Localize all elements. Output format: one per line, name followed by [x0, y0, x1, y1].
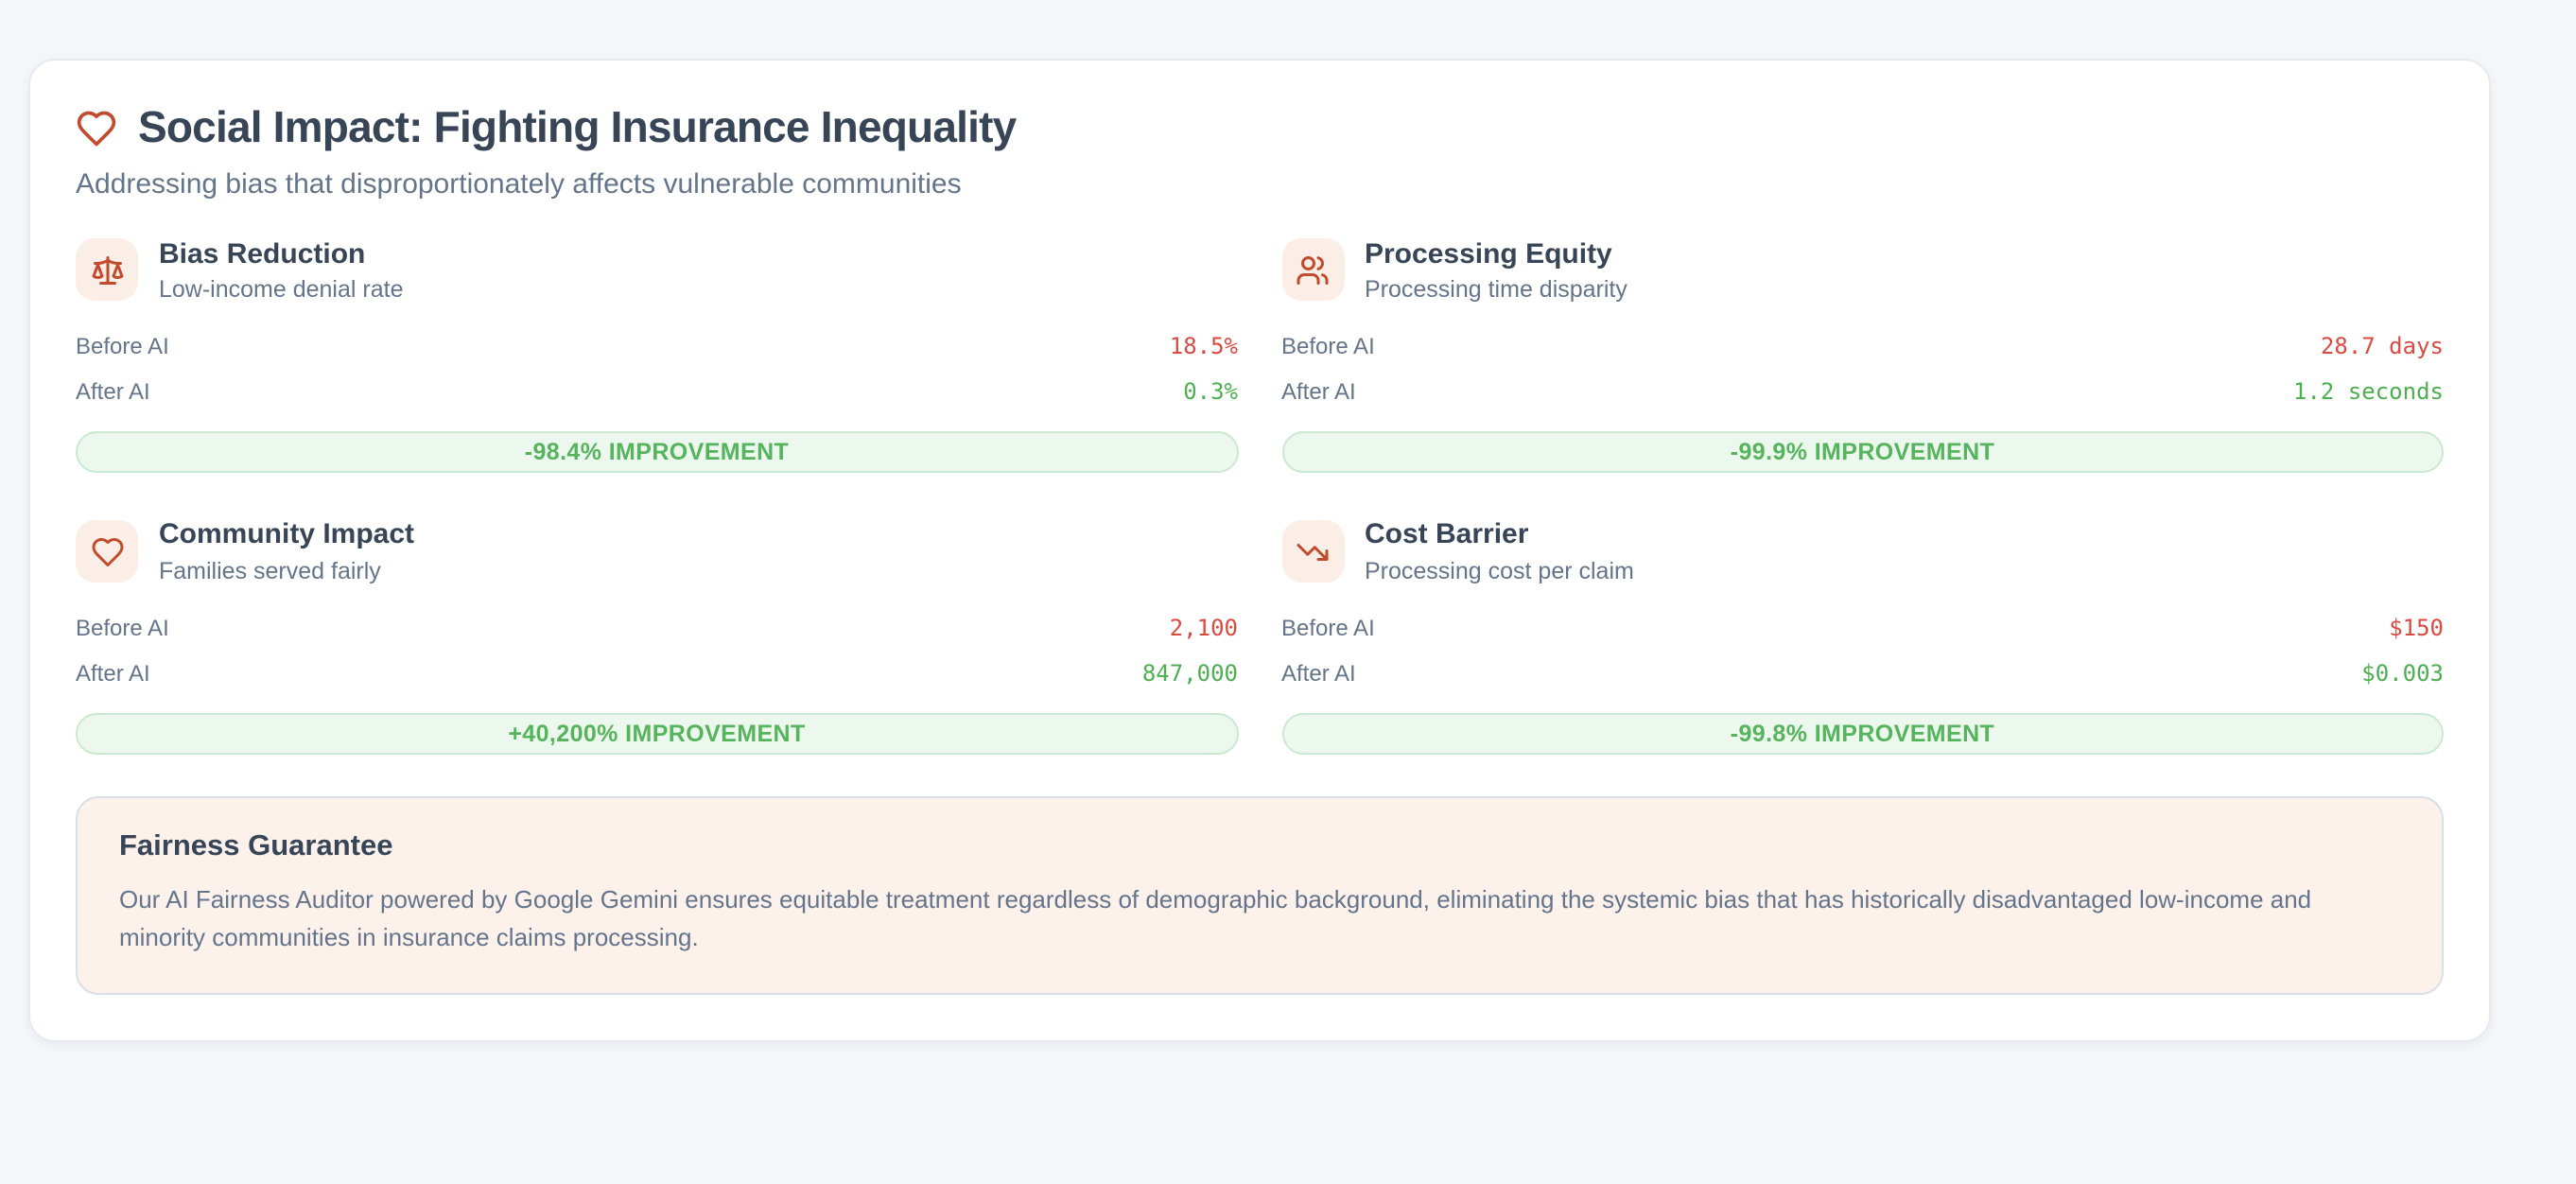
metric-subtitle: Processing cost per claim — [1365, 558, 1634, 585]
improvement-badge: -99.8% IMPROVEMENT — [1281, 713, 2444, 756]
after-ai-label: After AI — [1281, 378, 1356, 406]
before-ai-row: Before AI $150 — [1281, 605, 2444, 651]
before-ai-value: 2,100 — [1169, 615, 1238, 642]
improvement-badge: -98.4% IMPROVEMENT — [76, 431, 1238, 474]
metric-icon-tile — [1281, 520, 1344, 583]
social-impact-card: Social Impact: Fighting Insurance Inequa… — [28, 59, 2491, 1043]
before-ai-row: Before AI 18.5% — [76, 324, 1238, 370]
metric-title: Cost Barrier — [1365, 518, 1529, 551]
metric-card-cost-barrier: Cost Barrier Processing cost per claim B… — [1281, 519, 2444, 756]
metric-card-community-impact: Community Impact Families served fairly … — [76, 519, 1238, 756]
metric-subtitle: Low-income denial rate — [159, 276, 404, 304]
after-ai-row: After AI 847,000 — [76, 651, 1238, 696]
after-ai-row: After AI 0.3% — [76, 370, 1238, 415]
after-ai-label: After AI — [1281, 660, 1356, 688]
metric-icon-tile — [1281, 238, 1344, 302]
users-icon — [1297, 255, 1329, 285]
before-ai-label: Before AI — [76, 615, 169, 642]
after-ai-value: 1.2 seconds — [2293, 378, 2444, 406]
after-ai-row: After AI $0.003 — [1281, 651, 2444, 696]
metric-title: Bias Reduction — [159, 237, 366, 270]
scale-icon — [91, 255, 123, 285]
after-ai-label: After AI — [76, 378, 150, 406]
metric-subtitle: Families served fairly — [159, 558, 381, 585]
after-ai-value: 0.3% — [1183, 378, 1238, 406]
before-ai-value: $150 — [2389, 615, 2444, 642]
trending-down-icon — [1297, 543, 1329, 561]
before-ai-label: Before AI — [76, 333, 169, 360]
before-ai-value: 28.7 days — [2320, 333, 2444, 360]
before-ai-row: Before AI 28.7 days — [1281, 324, 2444, 370]
metric-header: Bias Reduction Low-income denial rate — [76, 237, 1238, 304]
after-ai-row: After AI 1.2 seconds — [1281, 370, 2444, 415]
after-ai-label: After AI — [76, 660, 150, 688]
callout-body: Our AI Fairness Auditor powered by Googl… — [119, 885, 2312, 952]
before-ai-label: Before AI — [1281, 615, 1375, 642]
page-title: Social Impact: Fighting Insurance Inequa… — [138, 102, 1017, 151]
metric-header: Processing Equity Processing time dispar… — [1281, 237, 2444, 304]
fairness-guarantee-callout: Fairness Guarantee Our AI Fairness Audit… — [76, 796, 2444, 996]
improvement-badge: -99.9% IMPROVEMENT — [1281, 431, 2444, 474]
metric-titles: Cost Barrier Processing cost per claim — [1365, 519, 1634, 585]
metric-icon-tile — [76, 238, 138, 302]
metric-titles: Community Impact Families served fairly — [159, 519, 414, 585]
callout-title: Fairness Guarantee — [119, 830, 393, 863]
metric-titles: Bias Reduction Low-income denial rate — [159, 237, 404, 304]
page-subtitle: Addressing bias that disproportionately … — [76, 167, 962, 200]
metric-title: Processing Equity — [1365, 237, 1612, 270]
before-ai-value: 18.5% — [1169, 333, 1238, 360]
improvement-badge: +40,200% IMPROVEMENT — [76, 713, 1238, 756]
heart-icon — [77, 111, 116, 146]
metric-card-processing-equity: Processing Equity Processing time dispar… — [1281, 237, 2444, 474]
metric-header: Cost Barrier Processing cost per claim — [1281, 519, 2444, 585]
before-ai-label: Before AI — [1281, 333, 1375, 360]
before-ai-row: Before AI 2,100 — [76, 605, 1238, 651]
metrics-grid: Bias Reduction Low-income denial rate Be… — [76, 237, 2444, 756]
metric-subtitle: Processing time disparity — [1365, 276, 1627, 304]
card-header: Social Impact: Fighting Insurance Inequa… — [76, 102, 2444, 154]
metric-header: Community Impact Families served fairly — [76, 519, 1238, 585]
metric-title: Community Impact — [159, 518, 415, 551]
after-ai-value: $0.003 — [2361, 660, 2444, 688]
heart-icon — [91, 537, 123, 566]
metric-card-bias-reduction: Bias Reduction Low-income denial rate Be… — [76, 237, 1238, 474]
metric-icon-tile — [76, 520, 138, 583]
metric-titles: Processing Equity Processing time dispar… — [1365, 237, 1627, 304]
after-ai-value: 847,000 — [1141, 660, 1238, 688]
